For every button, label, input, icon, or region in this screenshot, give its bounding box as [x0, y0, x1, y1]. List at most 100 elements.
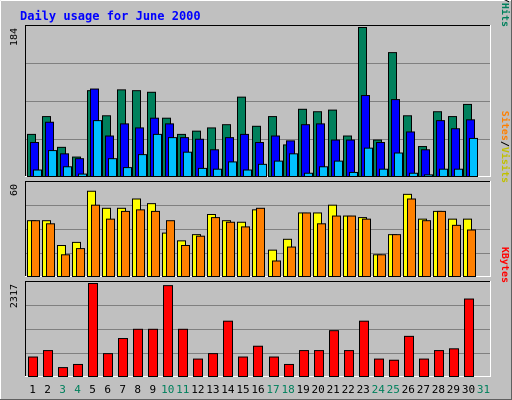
panel-legend: Sites/Visits: [499, 111, 511, 183]
pages-bar: [469, 137, 478, 177]
pages-bar: [319, 166, 328, 177]
kbytes-bar: [329, 330, 339, 378]
legend-entry: KBytes: [499, 247, 510, 283]
kbytes-bar: [88, 283, 98, 377]
kbytes-bar: [43, 350, 53, 377]
pages-bar: [213, 168, 222, 178]
pages-bar: [304, 172, 313, 177]
pages-bar: [379, 168, 388, 178]
day-label: 26: [402, 383, 415, 396]
sites-bar: [377, 254, 386, 278]
pages-bar: [409, 172, 418, 177]
pages-bar: [78, 173, 87, 177]
day-label: 9: [149, 383, 156, 396]
kbytes-bar: [58, 367, 68, 377]
day-label: 31: [477, 383, 490, 396]
day-label: 10: [161, 383, 174, 396]
y-axis-max-label: 60: [9, 184, 20, 196]
day-label: 7: [119, 383, 126, 396]
sites-bar: [392, 234, 401, 277]
sites-bar: [287, 246, 296, 278]
day-label: 6: [104, 383, 111, 396]
pages-bar: [439, 168, 448, 178]
kbytes-bar: [359, 320, 369, 378]
sites-bar: [136, 209, 145, 278]
pages-bar: [364, 147, 373, 177]
kbytes-bar: [419, 358, 429, 377]
kbytes-bar: [434, 350, 444, 377]
sites-bar: [31, 220, 40, 277]
pages-bar: [108, 158, 117, 178]
files-bar: [346, 139, 355, 177]
day-label: 16: [251, 383, 264, 396]
kbytes-bar: [238, 356, 248, 378]
day-label: 23: [357, 383, 370, 396]
files-bar: [301, 124, 310, 177]
chart-panels: 184Pages/Files/Hits60Sites/Visits2317KBy…: [9, 0, 511, 378]
x-axis-day-labels: 1 2 3 4 5 6 7 8 9 10 11 12 13 14 15 16 17 18 19 20 21 22 23 24 2…: [29, 383, 490, 396]
kbytes-bar: [103, 353, 113, 377]
pages-bar: [93, 120, 102, 177]
sites-bar: [407, 198, 416, 277]
sites-bar: [362, 218, 371, 277]
sites-bar: [61, 254, 70, 278]
files-bar: [406, 131, 415, 178]
kbytes-bar: [464, 298, 474, 377]
pages-bar: [153, 133, 162, 178]
day-label: 14: [221, 383, 235, 396]
kbytes-bar: [404, 335, 414, 377]
sites-bar: [211, 217, 220, 278]
kbytes-bar: [178, 328, 188, 377]
pages-bar: [63, 166, 72, 177]
kbytes-bar: [163, 285, 173, 377]
sites-bar: [241, 226, 250, 277]
sites-bar: [121, 210, 130, 277]
pages-bar: [48, 150, 57, 178]
kbytes-bar: [253, 345, 263, 378]
legend-entry: Visits: [499, 147, 511, 183]
kbytes-bar: [148, 328, 158, 377]
kbytes-bar: [314, 350, 324, 377]
day-label: 18: [281, 383, 294, 396]
day-label: 12: [191, 383, 204, 396]
kbytes-bar: [449, 348, 459, 378]
day-label: 1: [29, 383, 36, 396]
kbytes-bar: [193, 358, 203, 377]
pages-bar: [138, 154, 147, 177]
pages-bar: [289, 153, 298, 177]
kbytes-bar: [284, 363, 294, 377]
pages-bar: [394, 152, 403, 178]
pages-bar: [123, 167, 132, 178]
day-label: 13: [206, 383, 219, 396]
pages-bar: [424, 174, 433, 177]
kbytes-bar: [389, 359, 399, 378]
sites-bar: [91, 204, 100, 277]
day-label: 17: [266, 383, 279, 396]
kbytes-bar: [133, 328, 143, 377]
day-label: 8: [134, 383, 141, 396]
day-label: 3: [59, 383, 66, 396]
legend-entry: Hits: [499, 3, 511, 27]
sites-bar: [332, 215, 341, 278]
day-label: 30: [462, 383, 475, 396]
pages-bar: [334, 160, 343, 178]
y-axis-max-label: 184: [9, 28, 20, 46]
legend-separator: /: [499, 0, 510, 3]
pages-bar: [349, 171, 358, 177]
sites-bar: [347, 215, 356, 278]
sites-bar: [317, 223, 326, 278]
sites-bar: [196, 235, 205, 277]
day-label: 19: [296, 383, 309, 396]
files-bar: [421, 149, 430, 178]
day-label: 11: [176, 383, 189, 396]
pages-bar: [454, 168, 463, 178]
kbytes-bar: [28, 356, 38, 378]
sites-bar: [467, 229, 476, 277]
files-bar: [436, 120, 445, 177]
kbytes-bar: [269, 356, 279, 378]
sites-bar: [302, 212, 311, 277]
day-label: 20: [311, 383, 324, 396]
sites-bar: [76, 248, 85, 278]
day-label: 24: [372, 383, 386, 396]
pages-bar: [198, 167, 207, 178]
